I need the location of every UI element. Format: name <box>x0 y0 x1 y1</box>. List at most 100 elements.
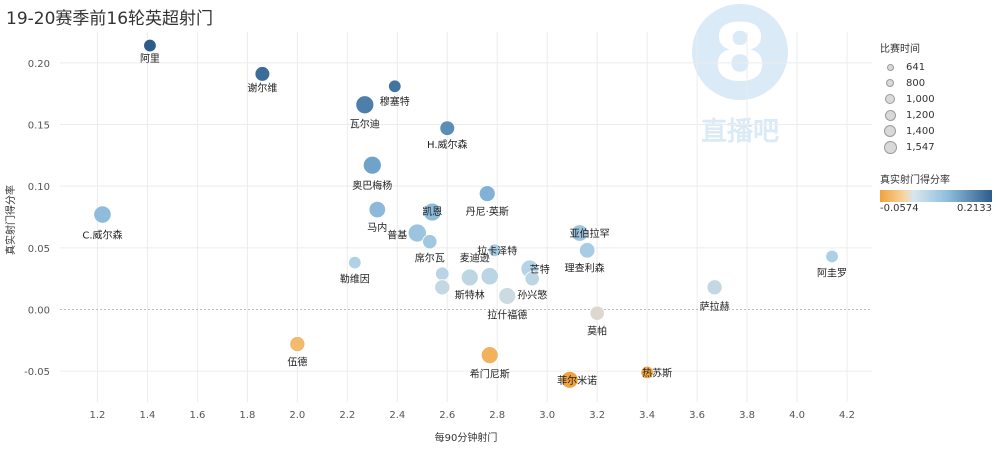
point-label: 芒特 <box>530 263 550 276</box>
data-point <box>439 120 456 136</box>
size-legend-circle <box>884 109 896 121</box>
point-label: 麦迪逊 <box>460 253 490 265</box>
x-tick-label: 3.6 <box>689 410 705 421</box>
point-label: 普基 <box>387 228 407 241</box>
size-legend-circle <box>883 140 897 154</box>
point-label: 拉什福德 <box>487 308 527 321</box>
x-tick-label: 2.6 <box>439 410 455 421</box>
color-legend-min: -0.0574 <box>880 203 919 214</box>
data-point <box>570 224 589 242</box>
x-tick-label: 4.0 <box>789 410 805 421</box>
color-legend-bar <box>880 190 992 202</box>
point-label: 阿圭罗 <box>817 267 847 280</box>
grid-lines <box>60 32 872 402</box>
point-label: 凯恩 <box>422 205 442 218</box>
point-label: 马内 <box>367 221 387 234</box>
point-label: 孙兴慜 <box>517 289 547 302</box>
data-point <box>434 279 451 296</box>
size-legend-label: 1,400 <box>906 125 935 137</box>
size-legend-label: 641 <box>906 61 926 73</box>
x-tick-label: 2.8 <box>489 410 505 421</box>
data-point <box>640 365 654 380</box>
size-legend-entry: 641 <box>880 59 1000 75</box>
legend: 比赛时间 641 800 1,000 1,200 1,400 1,547 真实射门得分率 … <box>880 40 1000 216</box>
color-legend-max: 0.2133 <box>957 203 992 214</box>
size-legend-circle <box>886 63 894 71</box>
point-label: 阿里 <box>140 53 160 65</box>
data-point <box>368 200 387 219</box>
y-axis-ticks: -0.05 0.00 0.05 0.10 0.15 0.20 <box>24 59 50 378</box>
size-legend-entry: 1,000 <box>880 91 1000 107</box>
size-legend-title: 比赛时间 <box>880 44 920 55</box>
point-label: 莫帕 <box>587 324 607 337</box>
point-label: 谢尔维 <box>247 82 277 95</box>
size-legend-circle <box>885 94 895 104</box>
y-tick-label: 0.10 <box>28 182 50 193</box>
x-axis-ticks: 1.2 1.4 1.6 1.8 2.0 2.2 2.4 2.6 2.8 3.0 3.2 3.4 3.6 3… <box>90 410 855 421</box>
y-tick-label: 0.20 <box>28 59 50 70</box>
data-point <box>589 305 605 321</box>
data-point <box>422 234 438 250</box>
point-label: 菲尔米诺 <box>557 374 597 387</box>
x-tick-label: 2.2 <box>339 410 355 421</box>
size-legend-circle <box>884 125 896 137</box>
size-legend-label: 1,547 <box>906 141 935 153</box>
point-label: 斯特林 <box>455 289 485 302</box>
data-point <box>355 95 375 115</box>
x-tick-label: 1.4 <box>139 410 155 421</box>
data-point <box>388 79 402 93</box>
point-label: 勒维因 <box>340 273 370 286</box>
size-legend: 641 800 1,000 1,200 1,400 1,547 <box>880 59 1000 155</box>
point-label: 丹尼·英斯 <box>466 205 509 218</box>
x-tick-label: 3.0 <box>539 410 555 421</box>
x-tick-label: 3.8 <box>739 410 755 421</box>
data-point <box>524 271 540 287</box>
data-point <box>407 223 427 243</box>
watermark-text: 直播吧 <box>701 117 779 147</box>
point-label: 萨拉赫 <box>700 300 730 313</box>
data-point <box>480 346 499 365</box>
point-label: C.威尔森 <box>82 228 122 241</box>
data-point <box>348 255 362 270</box>
data-point <box>460 268 479 287</box>
x-tick-label: 2.0 <box>289 410 305 421</box>
data-point <box>480 267 499 286</box>
x-tick-label: 3.4 <box>639 410 655 421</box>
point-label: 伍德 <box>287 355 307 368</box>
data-point <box>560 370 579 389</box>
data-point <box>578 242 596 259</box>
point-label: 拉卡泽特 <box>477 244 517 257</box>
y-tick-label: -0.05 <box>24 367 50 378</box>
size-legend-label: 800 <box>906 77 926 89</box>
size-legend-entry: 800 <box>880 75 1000 91</box>
data-point <box>422 202 442 222</box>
data-point <box>254 66 271 82</box>
size-legend-entry: 1,547 <box>880 139 1000 155</box>
point-label: 瓦尔迪 <box>350 117 380 130</box>
x-tick-label: 2.4 <box>389 410 405 421</box>
size-legend-entry: 1,200 <box>880 107 1000 123</box>
point-label: 奥巴梅杨 <box>352 179 392 192</box>
x-tick-label: 1.2 <box>90 410 106 421</box>
point-label: 穆塞特 <box>380 95 410 108</box>
x-tick-label: 3.2 <box>589 410 605 421</box>
y-tick-label: 0.15 <box>28 121 50 132</box>
size-legend-entry: 1,400 <box>880 123 1000 139</box>
zhibo8-watermark-logo: 8 直播吧 <box>685 2 795 152</box>
data-point <box>498 287 517 305</box>
data-point <box>289 336 306 353</box>
x-tick-label: 1.8 <box>239 410 255 421</box>
size-legend-circle <box>886 79 894 87</box>
data-point <box>435 266 450 281</box>
data-point <box>488 243 502 258</box>
size-legend-label: 1,000 <box>906 93 935 105</box>
chart-title: 19-20赛季前16轮英超射门 <box>6 9 214 29</box>
size-legend-label: 1,200 <box>906 109 935 121</box>
watermark-digit: 8 <box>713 9 767 99</box>
point-label: 席尔瓦 <box>415 252 445 265</box>
data-point <box>478 185 496 202</box>
point-label: 亚伯拉罕 <box>570 227 610 240</box>
x-axis-label: 每90分钟射门 <box>435 431 498 444</box>
